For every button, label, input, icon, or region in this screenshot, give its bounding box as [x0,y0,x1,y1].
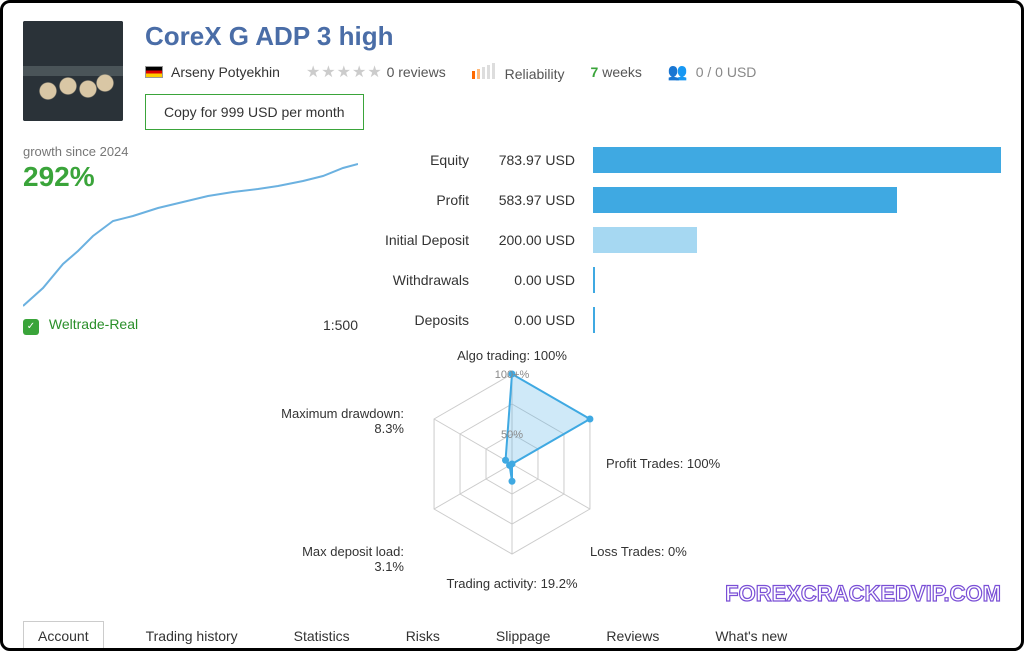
radar-axis-label: Maximum drawdown:8.3% [264,406,404,436]
mid-row: growth since 2024 292% ✓ Weltrade-Real 1… [23,138,1001,340]
stat-bar [593,147,1001,173]
stat-value: 583.97 USD [483,192,593,208]
app-frame: CoreX G ADP 3 high Arseny Potyekhin ★★★★… [0,0,1024,651]
reliability-block: Reliability [472,63,565,82]
subscribers-text: 0 / 0 USD [696,64,757,80]
stat-row: Profit583.97 USD [363,180,1001,220]
watermark-text: FOREXCRACKEDVIP.COM [725,581,1001,607]
shield-check-icon: ✓ [23,319,39,335]
broker-link[interactable]: ✓ Weltrade-Real [23,316,138,335]
rating-block[interactable]: ★★★★★ 0 reviews [306,62,446,82]
tab-bar: Account Trading history Statistics Risks Sli… [23,618,801,648]
broker-name: Weltrade-Real [49,316,138,332]
header-main: CoreX G ADP 3 high Arseny Potyekhin ★★★★… [145,21,1001,130]
reliability-bars-icon [472,63,495,79]
stat-label: Initial Deposit [363,232,483,248]
growth-line-chart [23,156,358,316]
radar-axis-label: Profit Trades: 100% [606,456,720,471]
stat-label: Withdrawals [363,272,483,288]
stat-value: 783.97 USD [483,152,593,168]
reviews-count: 0 reviews [387,64,446,80]
stat-label: Equity [363,152,483,168]
stat-bar [593,187,897,213]
stat-bar [593,267,595,293]
radar-axis-label: Trading activity: 19.2% [446,576,577,591]
radar-axis-label: Max deposit load:3.1% [264,544,404,574]
svg-text:50%: 50% [501,429,523,441]
weeks-label: weeks [602,64,642,80]
tab-trading-history[interactable]: Trading history [132,622,252,648]
radar-chart-wrap: 100+% 50% Algo trading: 100% Profit Trades… [292,346,732,606]
weeks-block: 7 weeks [591,64,642,80]
tab-what-s-new[interactable]: What's new [701,622,801,648]
stat-bar [593,307,595,333]
stat-bar [593,227,697,253]
subscribers-block: 👥 0 / 0 USD [668,62,757,82]
stat-row: Withdrawals0.00 USD [363,260,1001,300]
radar-axis-label: Algo trading: 100% [457,348,567,363]
tab-slippage[interactable]: Slippage [482,622,565,648]
leverage-value: 1:500 [323,317,358,333]
author-link[interactable]: Arseny Potyekhin [145,64,280,80]
flag-icon [145,66,163,78]
tab-risks[interactable]: Risks [392,622,454,648]
weeks-value: 7 [591,64,599,80]
stat-bar-track [593,307,1001,333]
stat-value: 200.00 USD [483,232,593,248]
tab-statistics[interactable]: Statistics [280,622,364,648]
radar-axis-label: Loss Trades: 0% [590,544,687,559]
stat-label: Profit [363,192,483,208]
author-name: Arseny Potyekhin [171,64,280,80]
radar-chart: 100+% 50% [412,346,612,576]
tab-account[interactable]: Account [23,621,104,648]
growth-column: growth since 2024 292% ✓ Weltrade-Real 1… [23,138,363,340]
meta-row: Arseny Potyekhin ★★★★★ 0 reviews Reliabi… [145,62,1001,82]
stat-bar-track [593,267,1001,293]
signal-title: CoreX G ADP 3 high [145,21,1001,52]
stat-value: 0.00 USD [483,272,593,288]
star-icons: ★★★★★ [306,64,383,81]
stat-bar-track [593,187,1001,213]
stats-column: Equity783.97 USDProfit583.97 USDInitial … [363,138,1001,340]
stat-bar-track [593,147,1001,173]
copy-button[interactable]: Copy for 999 USD per month [145,94,364,130]
broker-row: ✓ Weltrade-Real 1:500 [23,316,358,335]
people-icon: 👥 [668,64,688,81]
tab-reviews[interactable]: Reviews [592,622,673,648]
stat-value: 0.00 USD [483,312,593,328]
header-row: CoreX G ADP 3 high Arseny Potyekhin ★★★★… [23,21,1001,130]
stat-bar-track [593,227,1001,253]
signal-avatar[interactable] [23,21,123,121]
svg-text:100+%: 100+% [495,369,530,381]
stat-row: Equity783.97 USD [363,140,1001,180]
stat-label: Deposits [363,312,483,328]
stat-row: Initial Deposit200.00 USD [363,220,1001,260]
stat-row: Deposits0.00 USD [363,300,1001,340]
reliability-label: Reliability [505,66,565,82]
